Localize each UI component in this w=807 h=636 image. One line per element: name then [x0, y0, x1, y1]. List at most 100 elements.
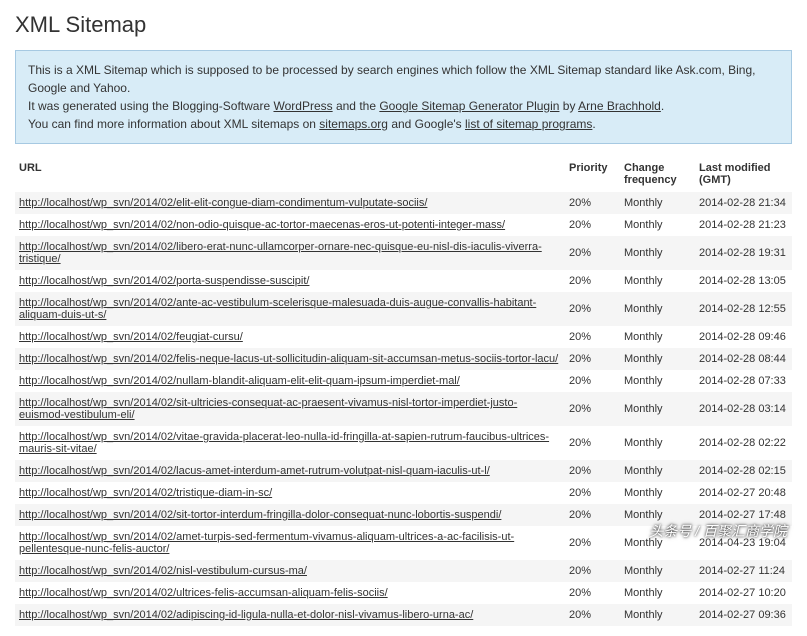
url-link[interactable]: http://localhost/wp_svn/2014/02/feugiat-…	[19, 331, 243, 343]
modified-cell: 2014-04-23 19:04	[695, 526, 792, 560]
priority-cell: 20%	[565, 348, 620, 370]
info-line3a: You can find more information about XML …	[28, 117, 319, 131]
change-cell: Monthly	[620, 236, 695, 270]
url-cell: http://localhost/wp_svn/2014/02/vitae-gr…	[15, 426, 565, 460]
url-cell: http://localhost/wp_svn/2014/02/nisl-ves…	[15, 560, 565, 582]
url-cell: http://localhost/wp_svn/2014/02/non-odio…	[15, 214, 565, 236]
page-title: XML Sitemap	[15, 12, 792, 38]
priority-cell: 20%	[565, 370, 620, 392]
change-cell: Monthly	[620, 192, 695, 214]
change-cell: Monthly	[620, 604, 695, 626]
change-cell: Monthly	[620, 214, 695, 236]
url-link[interactable]: http://localhost/wp_svn/2014/02/nisl-ves…	[19, 565, 307, 577]
info-line1: This is a XML Sitemap which is supposed …	[28, 63, 755, 95]
change-cell: Monthly	[620, 326, 695, 348]
priority-cell: 20%	[565, 460, 620, 482]
table-row: http://localhost/wp_svn/2014/02/lacus-am…	[15, 460, 792, 482]
table-row: http://localhost/wp_svn/2014/02/non-odio…	[15, 214, 792, 236]
priority-cell: 20%	[565, 214, 620, 236]
wordpress-link[interactable]: WordPress	[273, 99, 332, 113]
url-link[interactable]: http://localhost/wp_svn/2014/02/sit-ultr…	[19, 397, 517, 421]
modified-cell: 2014-02-27 20:48	[695, 482, 792, 504]
header-priority: Priority	[565, 156, 620, 192]
url-link[interactable]: http://localhost/wp_svn/2014/02/amet-tur…	[19, 531, 514, 555]
table-row: http://localhost/wp_svn/2014/02/adipisci…	[15, 604, 792, 626]
header-change: Change frequency	[620, 156, 695, 192]
table-row: http://localhost/wp_svn/2014/02/ultrices…	[15, 582, 792, 604]
modified-cell: 2014-02-28 02:15	[695, 460, 792, 482]
table-row: http://localhost/wp_svn/2014/02/libero-e…	[15, 236, 792, 270]
priority-cell: 20%	[565, 236, 620, 270]
table-row: http://localhost/wp_svn/2014/02/porta-su…	[15, 270, 792, 292]
author-link[interactable]: Arne Brachhold	[578, 99, 661, 113]
url-link[interactable]: http://localhost/wp_svn/2014/02/lacus-am…	[19, 465, 490, 477]
url-link[interactable]: http://localhost/wp_svn/2014/02/non-odio…	[19, 219, 505, 231]
url-link[interactable]: http://localhost/wp_svn/2014/02/felis-ne…	[19, 353, 558, 365]
url-cell: http://localhost/wp_svn/2014/02/porta-su…	[15, 270, 565, 292]
info-line3c: .	[592, 117, 595, 131]
change-cell: Monthly	[620, 560, 695, 582]
change-cell: Monthly	[620, 504, 695, 526]
url-cell: http://localhost/wp_svn/2014/02/nullam-b…	[15, 370, 565, 392]
priority-cell: 20%	[565, 292, 620, 326]
modified-cell: 2014-02-28 02:22	[695, 426, 792, 460]
table-row: http://localhost/wp_svn/2014/02/sit-tort…	[15, 504, 792, 526]
change-cell: Monthly	[620, 370, 695, 392]
info-line2b: and the	[333, 99, 380, 113]
url-link[interactable]: http://localhost/wp_svn/2014/02/vitae-gr…	[19, 431, 549, 455]
change-cell: Monthly	[620, 460, 695, 482]
header-url: URL	[15, 156, 565, 192]
modified-cell: 2014-02-28 09:46	[695, 326, 792, 348]
table-row: http://localhost/wp_svn/2014/02/amet-tur…	[15, 526, 792, 560]
url-cell: http://localhost/wp_svn/2014/02/tristiqu…	[15, 482, 565, 504]
url-link[interactable]: http://localhost/wp_svn/2014/02/ante-ac-…	[19, 297, 536, 321]
url-cell: http://localhost/wp_svn/2014/02/ante-ac-…	[15, 292, 565, 326]
sitemap-programs-link[interactable]: list of sitemap programs	[465, 117, 592, 131]
url-cell: http://localhost/wp_svn/2014/02/libero-e…	[15, 236, 565, 270]
change-cell: Monthly	[620, 482, 695, 504]
info-line2d: .	[661, 99, 664, 113]
info-line2c: by	[559, 99, 578, 113]
sitemaps-org-link[interactable]: sitemaps.org	[319, 117, 388, 131]
modified-cell: 2014-02-28 19:31	[695, 236, 792, 270]
table-row: http://localhost/wp_svn/2014/02/vitae-gr…	[15, 426, 792, 460]
priority-cell: 20%	[565, 526, 620, 560]
change-cell: Monthly	[620, 526, 695, 560]
modified-cell: 2014-02-27 11:24	[695, 560, 792, 582]
modified-cell: 2014-02-28 07:33	[695, 370, 792, 392]
info-box: This is a XML Sitemap which is supposed …	[15, 50, 792, 144]
url-cell: http://localhost/wp_svn/2014/02/felis-ne…	[15, 348, 565, 370]
modified-cell: 2014-02-28 21:23	[695, 214, 792, 236]
url-link[interactable]: http://localhost/wp_svn/2014/02/libero-e…	[19, 241, 542, 265]
table-row: http://localhost/wp_svn/2014/02/sit-ultr…	[15, 392, 792, 426]
url-link[interactable]: http://localhost/wp_svn/2014/02/elit-eli…	[19, 197, 427, 209]
priority-cell: 20%	[565, 560, 620, 582]
priority-cell: 20%	[565, 192, 620, 214]
modified-cell: 2014-02-28 13:05	[695, 270, 792, 292]
priority-cell: 20%	[565, 326, 620, 348]
modified-cell: 2014-02-28 21:34	[695, 192, 792, 214]
url-cell: http://localhost/wp_svn/2014/02/amet-tur…	[15, 526, 565, 560]
change-cell: Monthly	[620, 392, 695, 426]
info-line3b: and Google's	[388, 117, 465, 131]
url-link[interactable]: http://localhost/wp_svn/2014/02/adipisci…	[19, 609, 473, 621]
info-line2a: It was generated using the Blogging-Soft…	[28, 99, 273, 113]
url-link[interactable]: http://localhost/wp_svn/2014/02/ultrices…	[19, 587, 388, 599]
plugin-link[interactable]: Google Sitemap Generator Plugin	[379, 99, 559, 113]
change-cell: Monthly	[620, 426, 695, 460]
change-cell: Monthly	[620, 348, 695, 370]
priority-cell: 20%	[565, 270, 620, 292]
change-cell: Monthly	[620, 582, 695, 604]
sitemap-table: URL Priority Change frequency Last modif…	[15, 156, 792, 626]
modified-cell: 2014-02-27 09:36	[695, 604, 792, 626]
url-link[interactable]: http://localhost/wp_svn/2014/02/nullam-b…	[19, 375, 460, 387]
url-cell: http://localhost/wp_svn/2014/02/elit-eli…	[15, 192, 565, 214]
url-link[interactable]: http://localhost/wp_svn/2014/02/porta-su…	[19, 275, 309, 287]
url-link[interactable]: http://localhost/wp_svn/2014/02/sit-tort…	[19, 509, 501, 521]
url-link[interactable]: http://localhost/wp_svn/2014/02/tristiqu…	[19, 487, 272, 499]
table-row: http://localhost/wp_svn/2014/02/nisl-ves…	[15, 560, 792, 582]
table-row: http://localhost/wp_svn/2014/02/ante-ac-…	[15, 292, 792, 326]
modified-cell: 2014-02-28 12:55	[695, 292, 792, 326]
priority-cell: 20%	[565, 482, 620, 504]
table-row: http://localhost/wp_svn/2014/02/felis-ne…	[15, 348, 792, 370]
